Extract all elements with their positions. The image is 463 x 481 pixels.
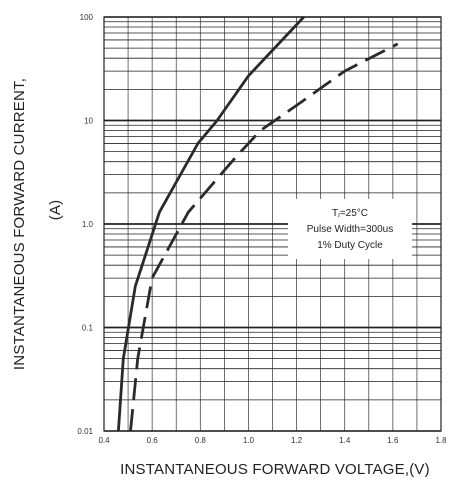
x-tick-labels: 0.4 0.6 0.8 1.0 1.2 1.4 1.6 1.8 xyxy=(98,436,447,445)
y-tick-labels: 0.01 0.1 1.0 10 100 xyxy=(77,13,93,436)
y-tick-label: 1.0 xyxy=(82,220,94,229)
y-tick-label: 10 xyxy=(84,117,93,126)
y-axis-title-line-1: INSTANTANEOUS FORWARD CURRENT, xyxy=(11,78,28,370)
x-tick-label: 1.0 xyxy=(243,436,255,445)
plot-frame xyxy=(103,16,442,432)
y-tick-label: 100 xyxy=(80,13,94,22)
x-tick-label: 1.8 xyxy=(435,436,447,445)
y-tick-label: 0.1 xyxy=(82,324,94,333)
annotation-background xyxy=(288,199,412,259)
annotation-line-1: Tⱼ=25°C xyxy=(332,208,368,219)
x-tick-label: 1.6 xyxy=(387,436,399,445)
annotation-line-3: 1% Duty Cycle xyxy=(317,240,383,251)
y-tick-label: 0.01 xyxy=(77,427,93,436)
dashed-series-line xyxy=(129,42,399,432)
y-axis-title-line-2: (A) xyxy=(47,200,64,221)
annotation-line-2: Pulse Width=300us xyxy=(307,224,393,235)
x-tick-label: 0.6 xyxy=(147,436,159,445)
x-tick-label: 0.4 xyxy=(98,436,110,445)
annotation-box: Tⱼ=25°C Pulse Width=300us 1% Duty Cycle xyxy=(288,199,412,259)
x-tick-label: 1.4 xyxy=(339,436,351,445)
solid-series-line xyxy=(117,16,305,432)
series-layer xyxy=(117,16,399,432)
x-axis-title: INSTANTANEOUS FORWARD VOLTAGE,(V) xyxy=(120,461,430,478)
x-tick-label: 0.8 xyxy=(195,436,207,445)
x-tick-label: 1.2 xyxy=(291,436,303,445)
